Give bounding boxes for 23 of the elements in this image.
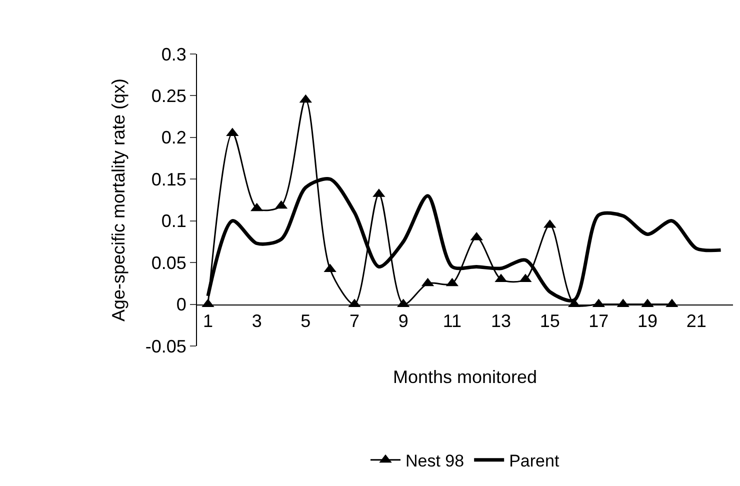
y-tick-label: 0.1 — [161, 211, 186, 232]
y-tick-label: 0.05 — [151, 252, 186, 273]
y-tick-label: 0 — [176, 294, 186, 315]
legend-label: Parent — [509, 452, 560, 471]
y-tick-label: 0.25 — [151, 86, 186, 106]
y-tick-label: 0.15 — [151, 169, 186, 190]
x-tick-label: 15 — [540, 310, 560, 331]
x-tick-label: 7 — [349, 310, 360, 331]
y-tick-label: 0.2 — [161, 128, 186, 148]
x-tick-label: 19 — [638, 310, 658, 331]
x-tick-label: 9 — [398, 310, 408, 331]
x-tick-label: 3 — [252, 310, 262, 331]
x-tick-label: 13 — [491, 310, 512, 331]
y-tick-label: 0.3 — [161, 44, 186, 64]
x-tick-label: 5 — [300, 310, 311, 331]
x-tick-label: 1 — [202, 310, 213, 331]
x-axis-title: Months monitored — [392, 366, 538, 387]
y-tick-label: -0.05 — [145, 336, 186, 356]
y-axis-title: Age-specific mortality rate (qx) — [108, 78, 129, 322]
x-tick-label: 17 — [588, 310, 609, 331]
legend-label: Nest 98 — [406, 452, 464, 471]
x-tick-label: 11 — [442, 310, 462, 331]
x-tick-label: 21 — [686, 310, 706, 331]
